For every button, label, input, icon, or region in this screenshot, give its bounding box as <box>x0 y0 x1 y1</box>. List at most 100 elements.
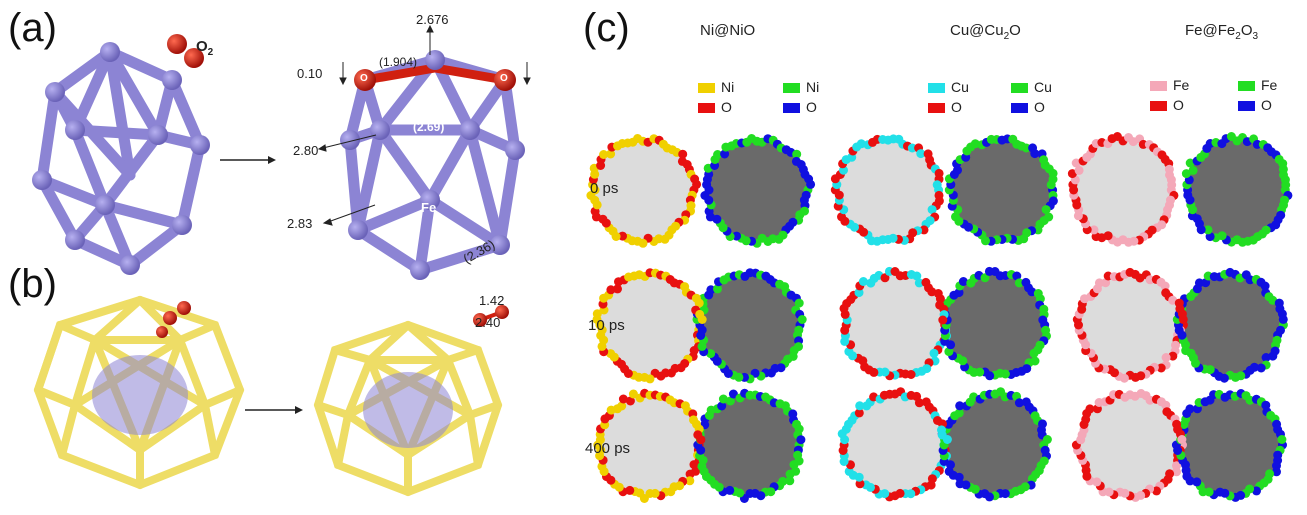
shell-atom <box>792 149 802 159</box>
shell-atom <box>713 284 722 294</box>
cluster-a-initial-atoms <box>32 42 210 275</box>
panel-label-b: (b) <box>8 262 57 306</box>
legend-cu-left: Cu O <box>928 77 969 117</box>
particle-right-core <box>1185 138 1289 242</box>
shell-atom <box>858 277 868 286</box>
shell-atom <box>1092 477 1102 487</box>
shell-atom <box>1168 351 1178 361</box>
shell-atom <box>837 212 846 222</box>
shell-atom <box>1152 486 1161 496</box>
shell-atom <box>606 149 616 159</box>
shell-atom <box>880 273 890 283</box>
annotation-left-top: 0.10 <box>297 66 323 81</box>
shell-atom <box>1071 158 1081 168</box>
shell-atom <box>732 231 741 241</box>
shell-atom <box>1046 180 1056 190</box>
shell-atom <box>613 284 622 294</box>
shell-atom <box>1167 180 1177 190</box>
shell-atom <box>856 139 866 149</box>
shell-atom <box>854 408 864 418</box>
shell-atom <box>1203 225 1213 235</box>
shell-atom <box>1185 404 1195 414</box>
shell-atom <box>1156 363 1166 373</box>
annotation-bottom-left: 2.83 <box>287 216 313 231</box>
legend-cu-right: Cu O <box>1011 77 1052 117</box>
annotation-fe: Fe <box>421 200 437 215</box>
annotation-bond: (1.904) <box>379 55 418 69</box>
cluster-a-final <box>344 54 521 277</box>
shell-atom <box>1038 315 1048 325</box>
particle-left-core <box>843 393 947 497</box>
shell-atom <box>1014 398 1024 408</box>
core-b-final <box>363 372 453 448</box>
particle-left-core <box>1078 393 1182 497</box>
annotation-mid-left: 2.80 <box>293 143 319 158</box>
time-label-0: 0 ps <box>590 180 619 197</box>
column-title-fe: Fe@Fe2O3 <box>1185 22 1259 42</box>
shell-atom <box>1268 351 1278 361</box>
shell-atom <box>1256 363 1266 373</box>
shell-atom <box>1260 281 1270 291</box>
shell-atom <box>1192 477 1202 487</box>
shell-atom <box>907 143 917 153</box>
shell-atom <box>912 271 922 281</box>
column-title-cu: Cu@Cu2O <box>950 22 1021 42</box>
shell-atom <box>1042 435 1052 444</box>
shell-atom <box>625 396 635 406</box>
shell-atom <box>806 179 816 189</box>
shell-atom <box>678 149 688 159</box>
time-label-400: 400 ps <box>585 440 631 457</box>
shell-atom <box>796 435 806 445</box>
shell-atom <box>1012 271 1022 281</box>
shell-atom <box>606 285 616 295</box>
shell-atom <box>944 347 954 357</box>
shell-atom <box>728 389 738 399</box>
shell-atom <box>618 231 627 241</box>
shell-atom <box>955 479 965 489</box>
annotation-b-lower: 2.40 <box>475 315 501 330</box>
shell-atom <box>706 285 716 295</box>
particle-left-core <box>598 393 702 497</box>
shell-atom <box>1014 278 1024 288</box>
shell-atom <box>980 273 990 283</box>
shell-atom <box>725 396 735 406</box>
particle-left-core <box>836 138 940 242</box>
o2-b-final <box>473 305 509 327</box>
shell-atom <box>685 476 695 486</box>
o2-b-initial <box>156 301 191 338</box>
shell-atom <box>1030 149 1040 159</box>
particle-right-core <box>943 393 1047 497</box>
shell-atom <box>844 347 854 357</box>
shell-atom <box>954 408 964 418</box>
shell-atom <box>606 349 616 359</box>
adsorbed-oxygen-atoms <box>354 69 516 91</box>
shell-atom <box>718 394 728 404</box>
shell-atom <box>717 401 727 411</box>
nanoparticle-grid <box>586 132 1293 503</box>
shell-atom <box>785 476 795 486</box>
shell-atom <box>855 401 865 411</box>
shell-atom <box>1278 314 1288 324</box>
shell-atom <box>1089 225 1099 235</box>
column-title-ni: Ni@NiO <box>700 22 756 39</box>
shell-atom <box>1172 467 1181 477</box>
shell-atom <box>1272 467 1281 477</box>
shell-atom <box>785 469 795 479</box>
legend-ni-right: Ni O <box>783 77 819 117</box>
shell-atom <box>954 288 964 298</box>
shell-atom <box>628 389 638 399</box>
shell-atom <box>854 288 864 298</box>
shell-atom <box>685 469 695 479</box>
shell-atom <box>1261 353 1271 362</box>
shell-atom <box>927 205 937 215</box>
shell-atom <box>694 298 704 308</box>
shell-atom <box>696 435 706 445</box>
particle-right-core <box>698 273 802 377</box>
shell-atom <box>625 485 635 495</box>
shell-atom <box>942 435 952 444</box>
particle-right-core <box>1178 273 1282 377</box>
shell-atom <box>932 180 942 190</box>
particle-right-core <box>698 393 802 497</box>
particle-left-core <box>1071 138 1175 242</box>
